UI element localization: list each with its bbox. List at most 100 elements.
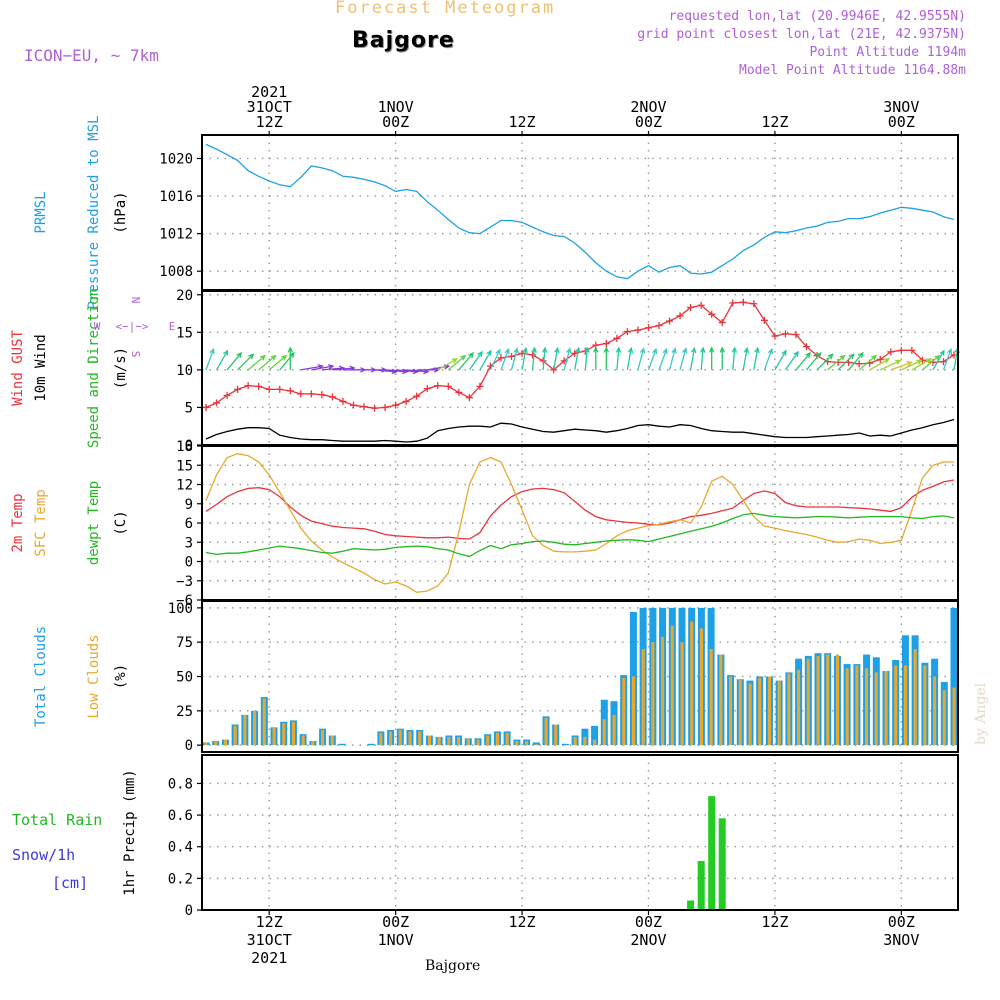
wind-arrow <box>468 350 483 371</box>
cloud-bar-1 <box>699 628 703 746</box>
gust-marker <box>381 403 389 411</box>
gust-marker <box>739 298 747 306</box>
bottom-time-label: 12Z <box>761 913 788 931</box>
series-line-temperature-2 <box>205 512 955 558</box>
gust-marker <box>223 391 231 399</box>
cloud-bar-1 <box>923 665 927 746</box>
wind-arrow <box>753 346 760 371</box>
ytick-label: 0.6 <box>168 808 193 824</box>
ytick-label: 1016 <box>159 189 193 205</box>
compass-south: S <box>129 351 142 358</box>
wind-arrow <box>708 346 715 370</box>
ylabel-precip-0: 1hr Precip (mm) <box>122 769 138 895</box>
gust-marker <box>392 401 400 409</box>
cloud-bar-1 <box>903 665 907 746</box>
wind-arrow <box>658 347 668 371</box>
wind-arrow <box>942 347 953 371</box>
cloud-bar-1 <box>418 731 422 746</box>
ytick-label: 5 <box>185 400 193 416</box>
bottom-time-label: 12Z <box>509 913 536 931</box>
cloud-bar-1 <box>262 698 266 746</box>
gust-marker <box>444 382 452 390</box>
gust-marker <box>666 317 674 325</box>
cloud-bar-1 <box>223 739 227 746</box>
location-title: Bajgore <box>352 28 455 53</box>
gust-marker <box>708 310 716 318</box>
gust-marker <box>803 343 811 351</box>
ytick-label: 0 <box>185 438 193 454</box>
ytick-label: −6 <box>176 593 193 609</box>
cloud-bar-1 <box>311 741 315 746</box>
gust-marker <box>876 355 884 363</box>
bottom-time-label: 2NOV <box>630 931 666 949</box>
cloud-bar-1 <box>389 731 393 746</box>
ytick-label: 0 <box>185 738 193 754</box>
ytick-label: 100 <box>168 601 193 617</box>
wind-arrow <box>215 349 229 371</box>
cloud-bar-1 <box>661 636 665 746</box>
cloud-bar-1 <box>884 671 888 746</box>
ytick-label: 10 <box>176 363 193 379</box>
meteogram-title: Forecast Meteogram <box>335 0 556 18</box>
wind-arrow <box>806 351 822 371</box>
wind-arrow <box>880 359 902 371</box>
model-label: ICON−EU, ~ 7km <box>24 46 159 65</box>
cloud-bar-1 <box>321 730 325 746</box>
ytick-label: 0.4 <box>168 840 193 856</box>
gust-marker <box>602 340 610 348</box>
cloud-bar-1 <box>767 676 771 746</box>
top-time-label: 00Z <box>635 113 662 131</box>
top-time-label: 31OCT <box>247 98 292 116</box>
gust-marker <box>623 328 631 336</box>
gust-marker <box>792 331 800 339</box>
cloud-bar-1 <box>719 654 723 746</box>
wind-arrow <box>816 353 834 371</box>
cloud-bar-1 <box>758 677 762 746</box>
bottom-time-label: 2021 <box>251 949 287 967</box>
cloud-bar-1 <box>447 736 451 746</box>
top-time-label: 12Z <box>256 113 283 131</box>
cloud-bar-1 <box>845 668 849 746</box>
wind-arrow <box>911 358 933 371</box>
cloud-bar-0 <box>532 742 540 746</box>
gust-marker <box>255 382 263 390</box>
top-time-label: 2NOV <box>630 98 666 116</box>
compass-east: E <box>169 320 176 333</box>
cloud-bar-1 <box>486 735 490 746</box>
wind-arrow <box>784 350 799 371</box>
ylabel-temperature-0: 2m Temp <box>10 493 26 552</box>
gust-marker <box>687 304 695 312</box>
ylabel-wind-2: Speed and Direction <box>86 288 102 448</box>
series-line-pressure-0 <box>205 143 955 280</box>
wind-arrow <box>699 346 706 370</box>
ytick-label: 15 <box>176 458 193 474</box>
wind-arrow <box>731 346 738 370</box>
wind-arrow <box>679 347 688 371</box>
model-point-altitude: Model Point Altitude 1164.88m <box>739 63 966 78</box>
cloud-bar-1 <box>738 679 742 746</box>
wind-arrow <box>458 351 474 371</box>
ytick-label: 75 <box>176 635 193 651</box>
gust-marker <box>307 390 315 398</box>
cloud-bar-1 <box>865 668 869 746</box>
cloud-bar-1 <box>544 717 548 746</box>
precip-bar <box>687 900 695 910</box>
ytick-label: 0 <box>185 903 193 919</box>
point-altitude: Point Altitude 1194m <box>809 45 966 60</box>
wind-arrow <box>647 347 658 371</box>
gust-marker <box>339 397 347 405</box>
compass-arrows: <−|−> <box>115 320 148 333</box>
gust-marker <box>434 382 442 390</box>
gust-marker <box>465 394 473 402</box>
gust-marker <box>718 319 726 327</box>
gust-marker <box>318 391 326 399</box>
compass-north: N <box>129 297 142 304</box>
cloud-bar-1 <box>525 741 529 746</box>
gust-marker <box>265 385 273 393</box>
ytick-label: 1012 <box>159 227 193 243</box>
wind-arrow <box>795 351 812 371</box>
cloud-bar-1 <box>797 669 801 746</box>
grid-point-coords: grid point closest lon,lat (21E, 42.9375… <box>637 27 966 42</box>
cloud-bar-1 <box>495 732 499 746</box>
